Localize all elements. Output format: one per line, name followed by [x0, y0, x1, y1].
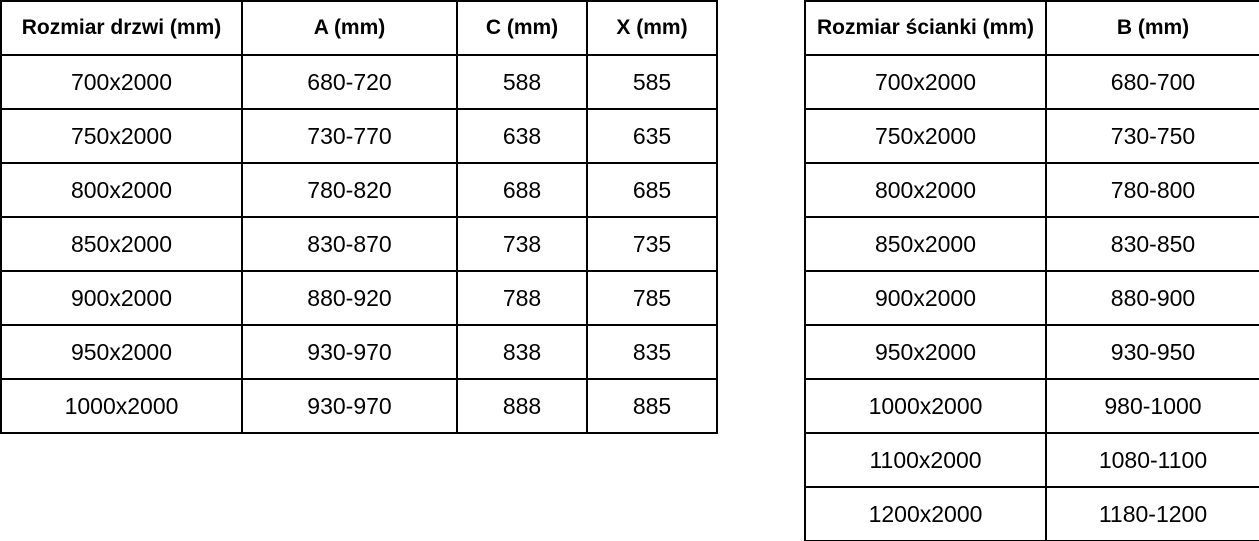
dimension-a-cell: 930-970 [241, 378, 458, 434]
table-row: 1000x2000 980-1000 [804, 378, 1259, 434]
wall-size-cell: 750x2000 [804, 108, 1047, 164]
dimension-c-cell: 688 [456, 162, 588, 218]
dimension-b-cell: 1080-1100 [1045, 432, 1259, 488]
door-size-cell: 850x2000 [0, 216, 243, 272]
table-row: 750x2000 730-770 638 635 [0, 108, 718, 164]
wall-table-header-row: Rozmiar ścianki (mm) B (mm) [804, 0, 1259, 56]
dimension-b-cell: 930-950 [1045, 324, 1259, 380]
table-row: 800x2000 780-820 688 685 [0, 162, 718, 218]
table-row: 950x2000 930-950 [804, 324, 1259, 380]
dimension-b-cell: 880-900 [1045, 270, 1259, 326]
door-size-cell: 800x2000 [0, 162, 243, 218]
dimension-x-cell: 635 [586, 108, 718, 164]
table-row: 850x2000 830-850 [804, 216, 1259, 272]
dimension-c-cell: 738 [456, 216, 588, 272]
table-row: 700x2000 680-720 588 585 [0, 54, 718, 110]
dimension-a-cell: 830-870 [241, 216, 458, 272]
wall-size-cell: 1100x2000 [804, 432, 1047, 488]
door-size-cell: 950x2000 [0, 324, 243, 380]
dimension-a-cell: 680-720 [241, 54, 458, 110]
door-size-column-header: Rozmiar drzwi (mm) [0, 0, 243, 56]
door-size-cell: 700x2000 [0, 54, 243, 110]
dimension-a-cell: 730-770 [241, 108, 458, 164]
table-row: 850x2000 830-870 738 735 [0, 216, 718, 272]
table-row: 700x2000 680-700 [804, 54, 1259, 110]
wall-size-column-header: Rozmiar ścianki (mm) [804, 0, 1047, 56]
dimension-x-cell: 585 [586, 54, 718, 110]
wall-size-cell: 1200x2000 [804, 486, 1047, 541]
wall-size-cell: 850x2000 [804, 216, 1047, 272]
door-size-cell: 1000x2000 [0, 378, 243, 434]
dimension-c-cell: 638 [456, 108, 588, 164]
dimension-a-cell: 930-970 [241, 324, 458, 380]
dimension-b-cell: 780-800 [1045, 162, 1259, 218]
dimension-a-cell: 880-920 [241, 270, 458, 326]
wall-size-cell: 800x2000 [804, 162, 1047, 218]
dimension-x-column-header: X (mm) [586, 0, 718, 56]
table-row: 900x2000 880-900 [804, 270, 1259, 326]
dimension-b-column-header: B (mm) [1045, 0, 1259, 56]
dimension-x-cell: 735 [586, 216, 718, 272]
wall-size-cell: 1000x2000 [804, 378, 1047, 434]
dimension-c-cell: 588 [456, 54, 588, 110]
wall-size-cell: 950x2000 [804, 324, 1047, 380]
dimension-c-cell: 888 [456, 378, 588, 434]
wall-size-table: Rozmiar ścianki (mm) B (mm) 700x2000 680… [804, 0, 1259, 541]
table-row: 950x2000 930-970 838 835 [0, 324, 718, 380]
door-table-header-row: Rozmiar drzwi (mm) A (mm) C (mm) X (mm) [0, 0, 718, 56]
table-row: 750x2000 730-750 [804, 108, 1259, 164]
dimension-b-cell: 980-1000 [1045, 378, 1259, 434]
dimension-a-cell: 780-820 [241, 162, 458, 218]
dimension-x-cell: 885 [586, 378, 718, 434]
dimension-c-cell: 788 [456, 270, 588, 326]
dimension-b-cell: 680-700 [1045, 54, 1259, 110]
dimension-b-cell: 830-850 [1045, 216, 1259, 272]
door-size-cell: 900x2000 [0, 270, 243, 326]
wall-size-cell: 700x2000 [804, 54, 1047, 110]
table-row: 800x2000 780-800 [804, 162, 1259, 218]
dimension-a-column-header: A (mm) [241, 0, 458, 56]
wall-size-cell: 900x2000 [804, 270, 1047, 326]
table-row: 1100x2000 1080-1100 [804, 432, 1259, 488]
dimension-x-cell: 835 [586, 324, 718, 380]
door-size-table: Rozmiar drzwi (mm) A (mm) C (mm) X (mm) … [0, 0, 718, 434]
dimension-c-column-header: C (mm) [456, 0, 588, 56]
table-row: 900x2000 880-920 788 785 [0, 270, 718, 326]
table-row: 1000x2000 930-970 888 885 [0, 378, 718, 434]
dimension-b-cell: 1180-1200 [1045, 486, 1259, 541]
door-size-cell: 750x2000 [0, 108, 243, 164]
dimension-x-cell: 685 [586, 162, 718, 218]
table-row: 1200x2000 1180-1200 [804, 486, 1259, 541]
dimension-b-cell: 730-750 [1045, 108, 1259, 164]
dimension-c-cell: 838 [456, 324, 588, 380]
dimension-x-cell: 785 [586, 270, 718, 326]
